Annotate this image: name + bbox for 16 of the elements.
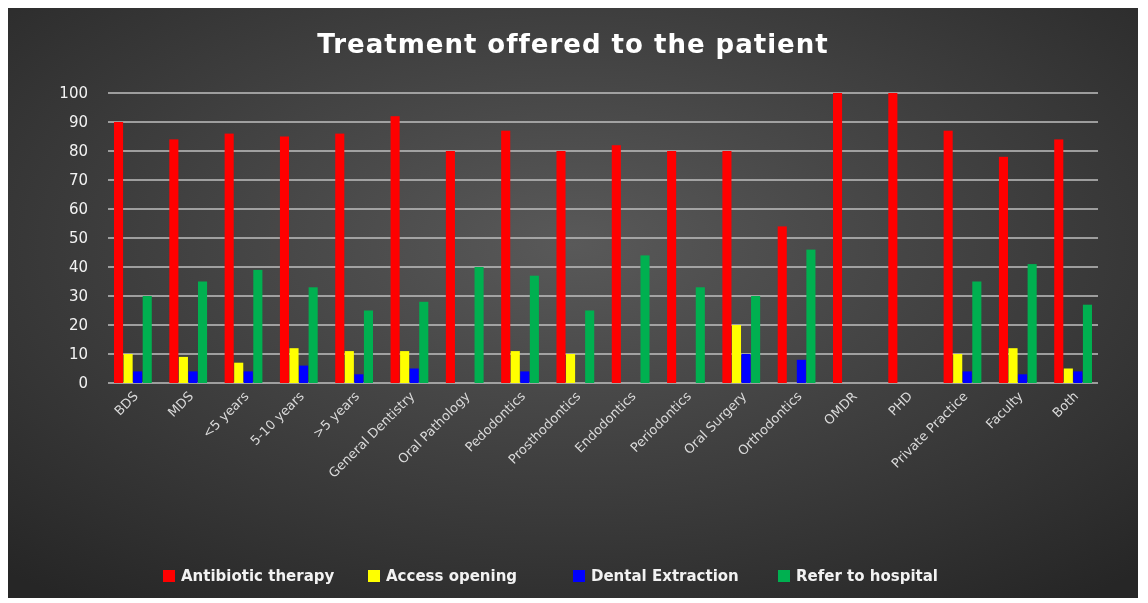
y-tick-label: 20 bbox=[68, 316, 88, 335]
legend-label: Access opening bbox=[386, 567, 518, 586]
y-tick-label: 0 bbox=[78, 374, 88, 393]
y-tick-label: 70 bbox=[68, 171, 88, 190]
y-tick-label: 10 bbox=[68, 345, 88, 364]
y-tick-label: 100 bbox=[59, 84, 88, 103]
y-tick-label: 50 bbox=[68, 229, 88, 248]
y-tick-label: 60 bbox=[68, 200, 88, 219]
legend-label: Antibiotic therapy bbox=[181, 567, 335, 586]
y-tick-label: 90 bbox=[68, 113, 88, 132]
y-tick-label: 80 bbox=[68, 142, 88, 161]
y-tick-label: 40 bbox=[68, 258, 88, 277]
legend-label: Refer to hospital bbox=[796, 567, 938, 586]
y-tick-label: 30 bbox=[68, 287, 88, 306]
chart-title: Treatment offered to the patient bbox=[317, 29, 829, 59]
legend-label: Dental Extraction bbox=[591, 567, 739, 586]
